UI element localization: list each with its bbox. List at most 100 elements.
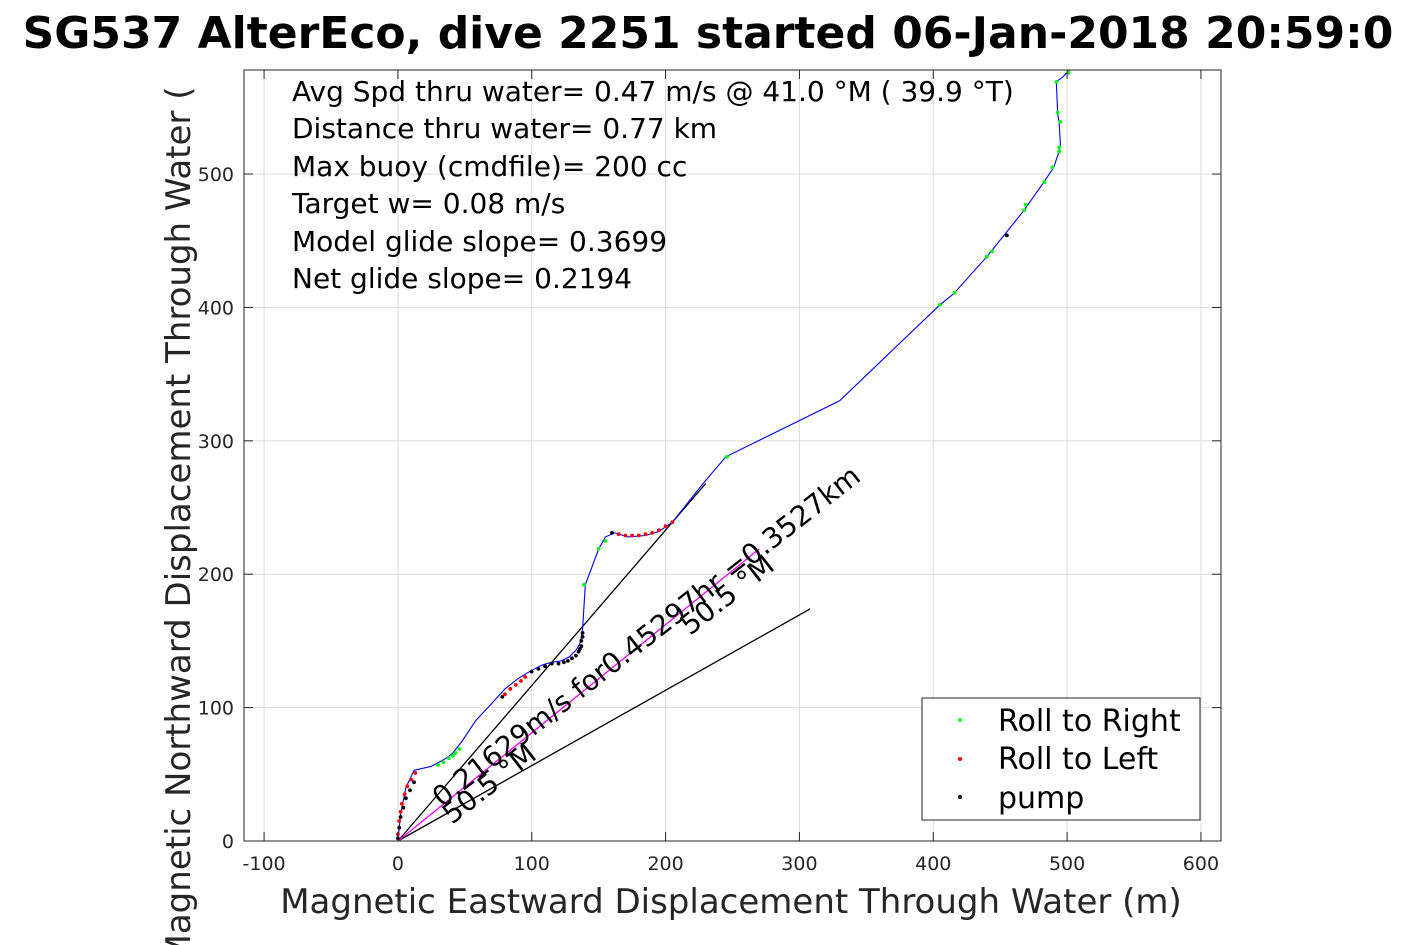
point-pump (566, 659, 570, 663)
legend-marker-roll-left (958, 757, 962, 761)
glide-slope-line (397, 608, 811, 842)
info-net-glide: Net glide slope= 0.2194 (292, 262, 632, 295)
point-pump (574, 653, 578, 658)
info-distance: Distance thru water= 0.77 km (292, 112, 717, 145)
point-pump (412, 780, 416, 785)
x-axis-label: Magnetic Eastward Displacement Through W… (280, 882, 1182, 922)
y-tick-label: 300 (198, 431, 234, 453)
data-points (396, 70, 1071, 841)
point-pump (397, 825, 402, 830)
y-axis-label: Magnetic Northward Displacement Through … (159, 87, 199, 945)
point-pump (562, 660, 566, 665)
legend-box (921, 697, 1201, 821)
point-roll-to-left (616, 532, 621, 537)
point-roll-to-left (405, 784, 410, 789)
point-pump (556, 661, 561, 666)
point-pump (543, 664, 547, 669)
point-pump (549, 661, 554, 666)
point-roll-to-right (1055, 110, 1060, 115)
point-roll-to-right (1057, 145, 1061, 150)
y-tick-label: 200 (198, 564, 234, 586)
point-roll-to-right (603, 539, 608, 543)
y-tick-label: 100 (198, 698, 234, 720)
point-pump (580, 631, 585, 635)
info-max-buoy: Max buoy (cmdfile)= 200 cc (292, 150, 687, 183)
point-roll-to-left (636, 533, 641, 538)
point-roll-to-left (643, 532, 648, 537)
point-roll-to-left (513, 683, 518, 687)
point-pump (536, 667, 541, 671)
point-roll-to-left (503, 692, 507, 697)
point-roll-to-left (630, 533, 634, 538)
point-roll-to-right (1023, 202, 1028, 207)
y-tick-label: 500 (198, 164, 234, 186)
x-tick-label: 300 (781, 853, 817, 875)
y-tick-label: 0 (222, 831, 234, 853)
point-roll-to-left (519, 679, 523, 683)
point-roll-to-right (990, 249, 994, 254)
point-roll-to-left (398, 809, 403, 814)
grid (244, 70, 1221, 842)
legend: Roll to Right Roll to Left pump (921, 697, 1201, 821)
point-pump (529, 669, 534, 674)
point-roll-to-left (657, 528, 661, 533)
point-roll-to-right (1050, 165, 1055, 170)
point-pump (408, 788, 412, 793)
point-roll-to-right (984, 254, 989, 259)
point-roll-to-right (596, 547, 601, 551)
x-tick-label: 200 (647, 853, 683, 875)
legend-label-roll-right: Roll to Right (998, 704, 1181, 739)
x-tick-label: 400 (915, 853, 951, 875)
point-roll-to-left (650, 531, 655, 535)
point-roll-to-right (1054, 80, 1059, 84)
point-roll-to-right (453, 751, 458, 755)
current-vector-line (397, 548, 760, 842)
point-roll-to-right (725, 454, 729, 459)
point-roll-to-right (1042, 180, 1047, 184)
plot-area-border (243, 69, 1222, 842)
ticks: -100 0 100 200 300 400 500 600 0 100 200 300 400 500 (198, 70, 1221, 875)
point-roll-to-left (663, 524, 668, 529)
legend-label-pump: pump (998, 781, 1084, 816)
point-pump (579, 639, 584, 643)
info-target-w: Target w= 0.08 m/s (291, 187, 565, 220)
point-roll-to-right (450, 753, 455, 758)
info-model-glide: Model glide slope= 0.3699 (292, 225, 667, 258)
legend-marker-roll-right (958, 718, 962, 722)
point-roll-to-left (400, 801, 404, 806)
point-roll-to-right (441, 760, 446, 765)
point-roll-to-right (436, 763, 440, 767)
point-roll-to-left (402, 792, 407, 797)
point-roll-to-right (1057, 149, 1061, 154)
point-roll-to-right (1058, 120, 1063, 124)
point-pump (1005, 233, 1009, 238)
info-block: Avg Spd thru water= 0.47 m/s @ 41.0 °M (… (291, 75, 1014, 295)
x-tick-label: -100 (243, 853, 286, 875)
x-tick-label: 600 (1183, 853, 1219, 875)
point-roll-to-left (409, 777, 414, 782)
point-roll-to-left (397, 819, 402, 823)
x-tick-label: 500 (1049, 853, 1085, 875)
point-pump (404, 796, 408, 801)
point-pump (579, 644, 584, 649)
point-pump (401, 805, 406, 810)
point-roll-to-left (523, 675, 527, 679)
point-roll-to-right (1022, 208, 1027, 213)
x-tick-label: 0 (392, 853, 404, 875)
point-roll-to-right (457, 747, 462, 751)
point-roll-to-right (582, 583, 586, 587)
point-pump (500, 695, 505, 699)
legend-marker-pump (958, 795, 962, 799)
track-lines (397, 69, 1071, 842)
point-roll-to-left (623, 533, 628, 538)
track-line (397, 69, 1071, 842)
point-pump (610, 531, 614, 535)
legend-label-roll-left: Roll to Left (998, 742, 1158, 777)
chart-title: SG537 AlterEco, dive 2251 started 06-Jan… (23, 8, 1394, 59)
point-roll-to-right (952, 290, 957, 295)
point-roll-to-left (413, 771, 418, 775)
point-pump (570, 656, 574, 661)
point-roll-to-left (670, 520, 675, 525)
point-pump (398, 815, 403, 819)
